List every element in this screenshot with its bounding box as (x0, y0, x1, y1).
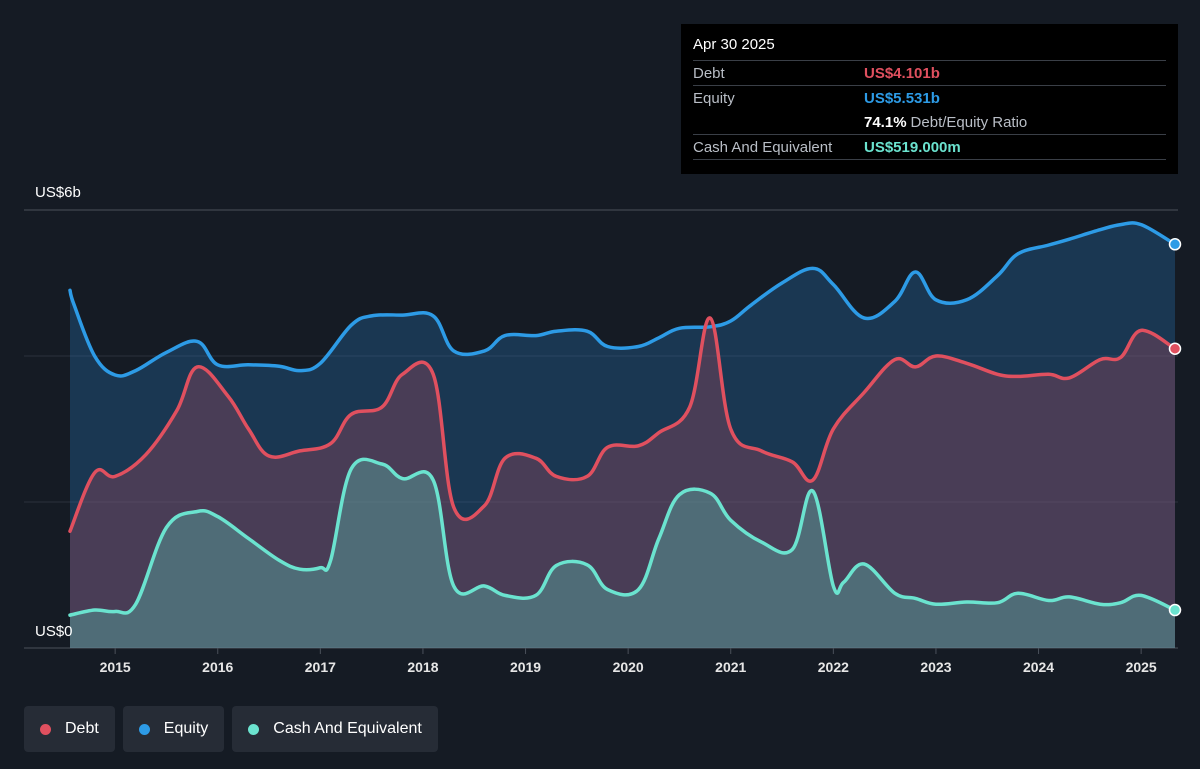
legend-item-debt[interactable]: Debt (24, 706, 115, 752)
legend-item-equity[interactable]: Equity (122, 706, 225, 752)
series-end-markers (1168, 238, 1182, 617)
tooltip-equity-value: US$5.531b (864, 89, 940, 107)
equity-area (70, 222, 1175, 648)
legend-cash-label: Cash And Equivalent (273, 720, 422, 737)
tooltip-row-equity: Equity US$5.531b (693, 85, 1166, 110)
tooltip-row-debt: Debt US$4.101b (693, 60, 1166, 85)
debt-equity-chart: 2015 2016 2017 2018 2019 2020 2021 2022 2023 2024… (24, 184, 1182, 675)
x-tick-label: 2015 (100, 659, 131, 675)
tooltip-cash-value: US$519.000m (864, 138, 961, 156)
x-tick-label: 2025 (1126, 659, 1157, 675)
tooltip-panel: Apr 30 2025 Debt US$4.101b Equity US$5.5… (681, 24, 1178, 174)
tooltip-ratio-label: Debt/Equity Ratio (910, 113, 1028, 131)
x-axis-ticks: 2015 2016 2017 2018 2019 2020 2021 2022 2023 2024… (100, 648, 1157, 675)
tooltip-debt-label: Debt (693, 64, 725, 82)
series-areas (70, 222, 1175, 648)
cash-area (70, 459, 1175, 648)
tooltip-ratio-value: 74.1% (864, 113, 907, 131)
equity-end-marker (1168, 238, 1182, 251)
chart-legend: Debt Equity Cash And Equivalent (24, 706, 438, 752)
y-axis-label-top: US$6b (35, 184, 81, 201)
x-tick-label: 2024 (1023, 659, 1054, 675)
grid-lines (24, 209, 1178, 649)
x-tick-label: 2019 (510, 659, 541, 675)
legend-equity-label: Equity (163, 720, 209, 737)
x-tick-label: 2021 (715, 659, 746, 675)
legend-item-cash[interactable]: Cash And Equivalent (232, 706, 438, 752)
tooltip-row-cash: Cash And Equivalent US$519.000m (693, 134, 1166, 160)
x-tick-label: 2018 (407, 659, 438, 675)
tooltip-row-ratio: 74.1% Debt/Equity Ratio (693, 110, 1166, 134)
x-tick-label: 2016 (202, 659, 233, 675)
series-lines (68, 221, 1177, 617)
cash-dot-icon (248, 723, 260, 735)
equity-dot-icon (138, 723, 150, 735)
equity-line (68, 221, 1177, 378)
y-axis-label-bottom: US$0 (35, 623, 73, 640)
tooltip-cash-label: Cash And Equivalent (693, 138, 833, 156)
cash-end-marker (1168, 603, 1182, 617)
x-tick-label: 2022 (818, 659, 849, 675)
tooltip-date: Apr 30 2025 (693, 36, 775, 53)
tooltip-equity-label: Equity (693, 89, 735, 107)
tooltip-debt-value: US$4.101b (864, 64, 940, 82)
debt-line (68, 316, 1177, 533)
debt-end-marker (1168, 342, 1182, 355)
debt-area (70, 317, 1175, 648)
cash-line (68, 457, 1177, 617)
x-tick-label: 2023 (920, 659, 951, 675)
legend-debt-label: Debt (65, 720, 99, 737)
x-tick-label: 2020 (613, 659, 644, 675)
x-tick-label: 2017 (305, 659, 336, 675)
debt-dot-icon (40, 723, 51, 735)
